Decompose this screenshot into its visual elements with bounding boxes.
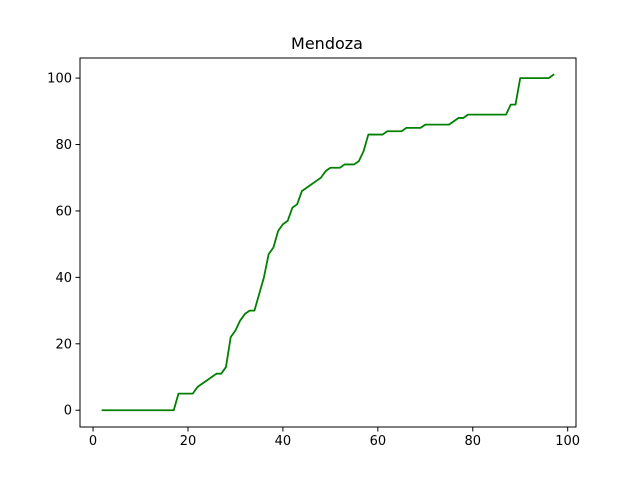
x-tick-label: 60	[370, 434, 387, 449]
x-tick-label: 0	[89, 434, 97, 449]
y-tick-label: 0	[64, 404, 72, 419]
axis-ticks: 0 20 40 60 80 100 0 20 40 60 80 100	[47, 72, 580, 449]
chart-title: Mendoza	[291, 34, 363, 53]
series-line	[101, 73, 555, 412]
y-tick-label: 20	[55, 337, 72, 352]
y-tick-label: 60	[55, 204, 72, 219]
plot-frame	[79, 57, 577, 428]
x-tick-label: 100	[555, 434, 580, 449]
y-tick-label: 80	[55, 138, 72, 153]
series-layer	[101, 73, 555, 412]
x-tick-label: 20	[180, 434, 197, 449]
x-tick-label: 80	[464, 434, 481, 449]
y-tick-label: 100	[47, 72, 72, 87]
y-tick-label: 40	[55, 271, 72, 286]
x-tick-label: 40	[275, 434, 292, 449]
